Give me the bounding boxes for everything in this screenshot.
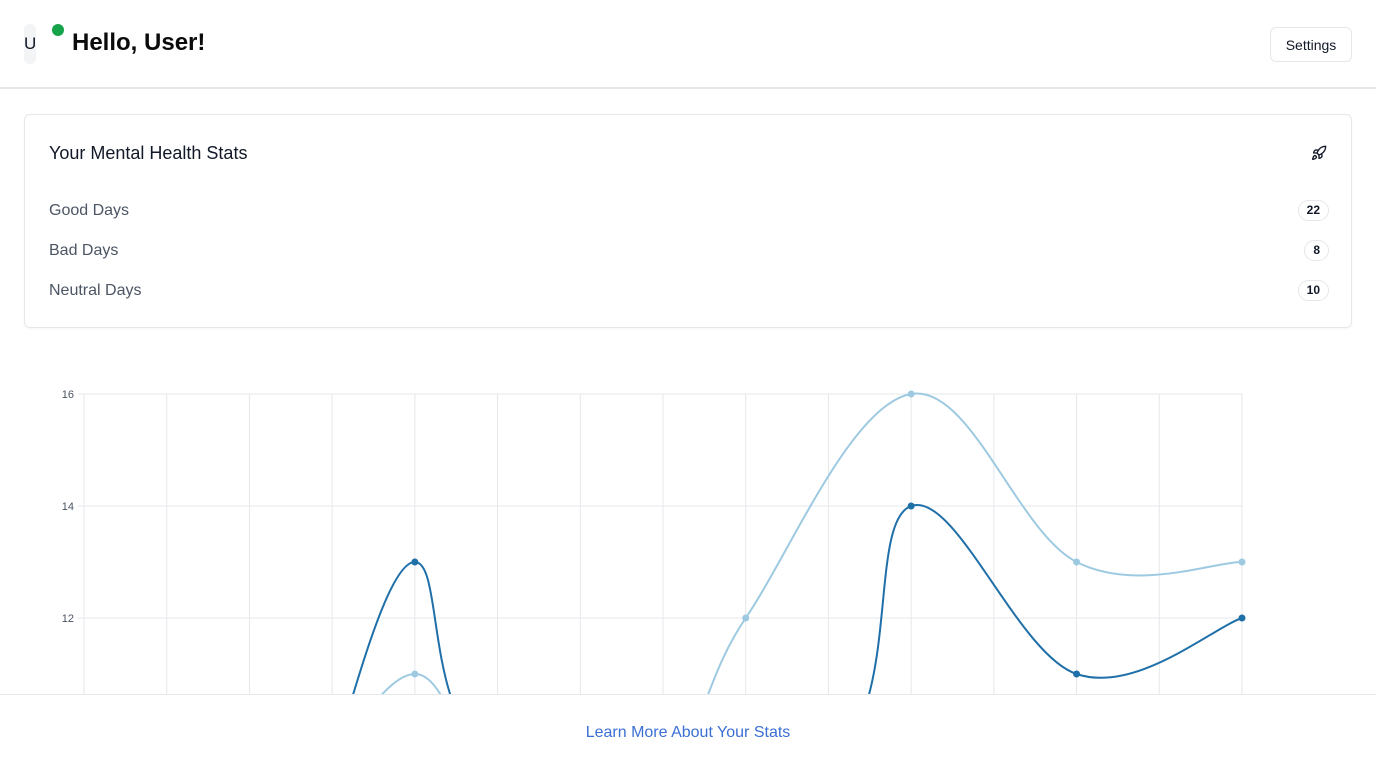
data-point — [1238, 614, 1246, 622]
data-point — [907, 502, 915, 510]
stat-count-badge: 22 — [1297, 200, 1329, 221]
rocket-icon — [1312, 145, 1327, 160]
data-point — [1073, 670, 1081, 678]
greeting-title: Hello, User! — [72, 29, 206, 56]
stat-count-badge: 10 — [1297, 280, 1329, 301]
chart-canvas: 12 14 16 — [62, 389, 1246, 695]
series-line — [351, 504, 1243, 695]
y-tick-label: 16 — [62, 389, 74, 401]
y-tick-label: 14 — [62, 501, 74, 513]
data-point — [411, 558, 419, 566]
stat-label: Good Days — [49, 202, 130, 219]
stat-row-bad-days: Bad Days 8 — [49, 239, 1329, 263]
y-tick-label: 12 — [62, 613, 74, 625]
card-title: Your Mental Health Stats — [49, 143, 248, 163]
stat-row-neutral-days: Neutral Days 10 — [49, 279, 1329, 303]
settings-button[interactable]: Settings — [1270, 27, 1352, 62]
avatar[interactable] — [24, 24, 36, 64]
series-line — [380, 392, 1243, 695]
page-footer: Learn More About Your Stats — [0, 694, 1376, 768]
learn-more-link[interactable]: Learn More About Your Stats — [585, 724, 791, 741]
app-header: U Hello, User! Settings — [0, 0, 1376, 89]
stat-count-badge: 8 — [1304, 240, 1329, 261]
mental-health-stats-card: Your Mental Health Stats Good Days 22 Ba… — [24, 114, 1352, 328]
data-point — [1073, 558, 1081, 566]
data-point — [1238, 558, 1246, 566]
online-status-indicator — [52, 24, 64, 36]
mood-line-chart: 12 14 16 — [0, 340, 1376, 695]
data-point — [411, 670, 419, 678]
data-point — [907, 390, 915, 398]
data-point — [742, 614, 750, 622]
stat-label: Neutral Days — [49, 282, 142, 299]
stat-label: Bad Days — [49, 242, 119, 259]
stat-row-good-days: Good Days 22 — [49, 199, 1329, 223]
avatar-initial: U — [24, 34, 37, 53]
